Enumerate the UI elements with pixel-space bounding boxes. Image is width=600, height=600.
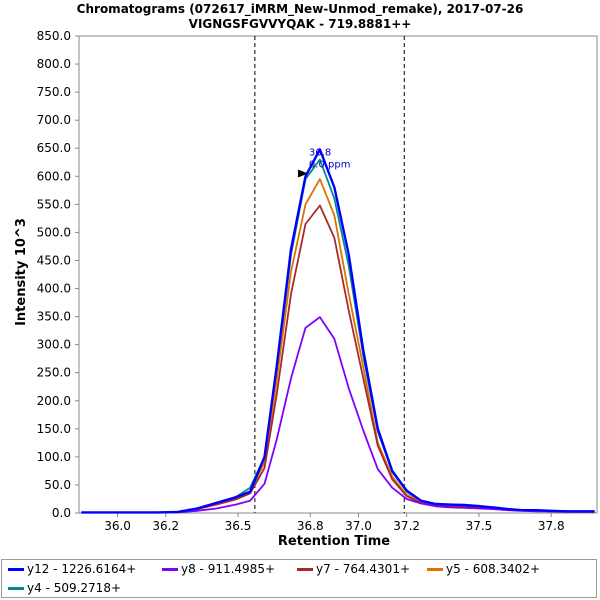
x-tick-label: 36.8: [297, 519, 324, 533]
legend-label: y7 - 764.4301+: [316, 562, 411, 576]
legend-item: y4 - 509.2718+: [8, 581, 121, 595]
y-tick-label: 550.0: [37, 197, 71, 211]
x-tick-label: 36.0: [104, 519, 131, 533]
legend-item: y5 - 608.3402+: [427, 562, 540, 576]
y-tick-label: 600.0: [37, 169, 71, 183]
chart-legend: y12 - 1226.6164+ y8 - 911.4985+ y7 - 764.4…: [1, 559, 597, 598]
y-tick-label: 0.0: [52, 506, 71, 520]
chart-subtitle: VIGNGSFGVVYQAK - 719.8881++: [189, 17, 412, 31]
legend-label: y5 - 608.3402+: [446, 562, 541, 576]
peak-annotation: 36.8: [309, 147, 331, 158]
legend-swatch: [8, 586, 24, 590]
y-tick-label: 850.0: [37, 29, 71, 43]
y-tick-label: 50.0: [44, 478, 71, 492]
y-tick-label: 700.0: [37, 113, 71, 127]
x-tick-label: 36.2: [152, 519, 179, 533]
y-tick-label: 300.0: [37, 338, 71, 352]
legend-item: y8 - 911.4985+: [162, 562, 275, 576]
peak-marker-icon: [297, 169, 308, 178]
y-tick-label: 500.0: [37, 225, 71, 239]
x-tick-label: 37.8: [538, 519, 565, 533]
y-tick-label: 650.0: [37, 141, 71, 155]
y-tick-label: 450.0: [37, 253, 71, 267]
y-axis-label: Intensity 10^3: [14, 218, 29, 326]
legend-label: y4 - 509.2718+: [27, 581, 122, 595]
x-tick-label: 37.2: [393, 519, 420, 533]
legend-item: y7 - 764.4301+: [297, 562, 410, 576]
y-tick-label: 250.0: [37, 366, 71, 380]
y-tick-label: 100.0: [37, 450, 71, 464]
peak-annotation: 0.0 ppm: [309, 159, 351, 170]
legend-label: y12 - 1226.6164+: [27, 562, 137, 576]
y-tick-label: 400.0: [37, 282, 71, 296]
x-tick-label: 37.5: [466, 519, 493, 533]
y-tick-label: 150.0: [37, 422, 71, 436]
y-tick-label: 800.0: [37, 57, 71, 71]
legend-label: y8 - 911.4985+: [181, 562, 276, 576]
legend-swatch: [427, 567, 443, 571]
x-axis-label: Retention Time: [278, 534, 390, 549]
x-tick-label: 37.0: [345, 519, 372, 533]
legend-swatch: [162, 567, 178, 571]
chart-title: Chromatograms (072617_iMRM_New-Unmod_rem…: [77, 2, 524, 17]
plot-frame: [78, 35, 598, 514]
legend-item: y12 - 1226.6164+: [8, 562, 136, 576]
legend-swatch: [297, 567, 313, 571]
y-tick-label: 750.0: [37, 85, 71, 99]
series-line: [81, 148, 595, 514]
legend-swatch: [8, 567, 24, 571]
y-tick-label: 200.0: [37, 394, 71, 408]
x-tick-label: 36.5: [225, 519, 252, 533]
y-tick-label: 350.0: [37, 310, 71, 324]
